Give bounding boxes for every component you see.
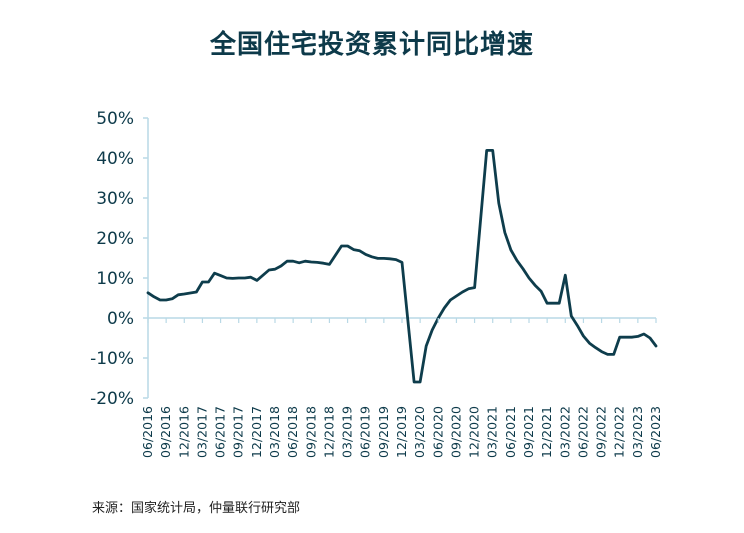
y-tick-label: 50%	[96, 109, 134, 129]
x-tick-label: 06/2018	[285, 406, 300, 458]
x-tick-label: 06/2017	[213, 406, 228, 458]
x-tick-label: 12/2021	[539, 406, 554, 458]
x-tick-label: 09/2019	[376, 406, 391, 458]
x-tick-label: 03/2021	[485, 406, 500, 458]
x-tick-label: 03/2017	[194, 406, 209, 458]
source-note: 来源：国家统计局，仲量联行研究部	[92, 501, 301, 516]
series-line	[146, 149, 658, 384]
x-tick-label: 09/2016	[158, 406, 173, 458]
x-tick-label: 06/2023	[648, 406, 663, 458]
x-tick-label: 03/2020	[412, 406, 427, 458]
y-tick-label: 20%	[96, 229, 134, 249]
x-tick-label: 09/2018	[303, 406, 318, 458]
x-tick-label: 06/2020	[430, 406, 445, 458]
x-tick-label: 06/2021	[503, 406, 518, 458]
x-tick-label: 03/2018	[267, 406, 282, 458]
x-tick-label: 12/2017	[249, 406, 264, 458]
x-tick-label: 09/2021	[521, 406, 536, 458]
x-tick-label: 06/2019	[358, 406, 373, 458]
y-tick-label: 0%	[107, 309, 134, 329]
x-tick-label: 09/2020	[448, 406, 463, 458]
x-tick-label: 03/2019	[340, 406, 355, 458]
x-tick-label: 09/2022	[594, 406, 609, 458]
x-tick-label: 03/2022	[557, 406, 572, 458]
y-tick-label: -20%	[90, 389, 134, 409]
x-tick-label: 12/2020	[467, 406, 482, 458]
y-tick-label: 30%	[96, 189, 134, 209]
x-tick-label: 03/2023	[630, 406, 645, 458]
chart-title: 全国住宅投资累计同比增速	[209, 30, 534, 60]
x-tick-label: 09/2017	[231, 406, 246, 458]
x-tick-label: 12/2018	[321, 406, 336, 458]
y-tick-label: 40%	[96, 149, 134, 169]
x-tick-label: 12/2022	[612, 406, 627, 458]
x-tick-label: 12/2016	[176, 406, 191, 458]
y-tick-label: 10%	[96, 269, 134, 289]
x-tick-label: 06/2022	[575, 406, 590, 458]
y-tick-label: -10%	[90, 349, 134, 369]
x-tick-label: 12/2019	[394, 406, 409, 458]
x-tick-label: 06/2016	[140, 406, 155, 458]
